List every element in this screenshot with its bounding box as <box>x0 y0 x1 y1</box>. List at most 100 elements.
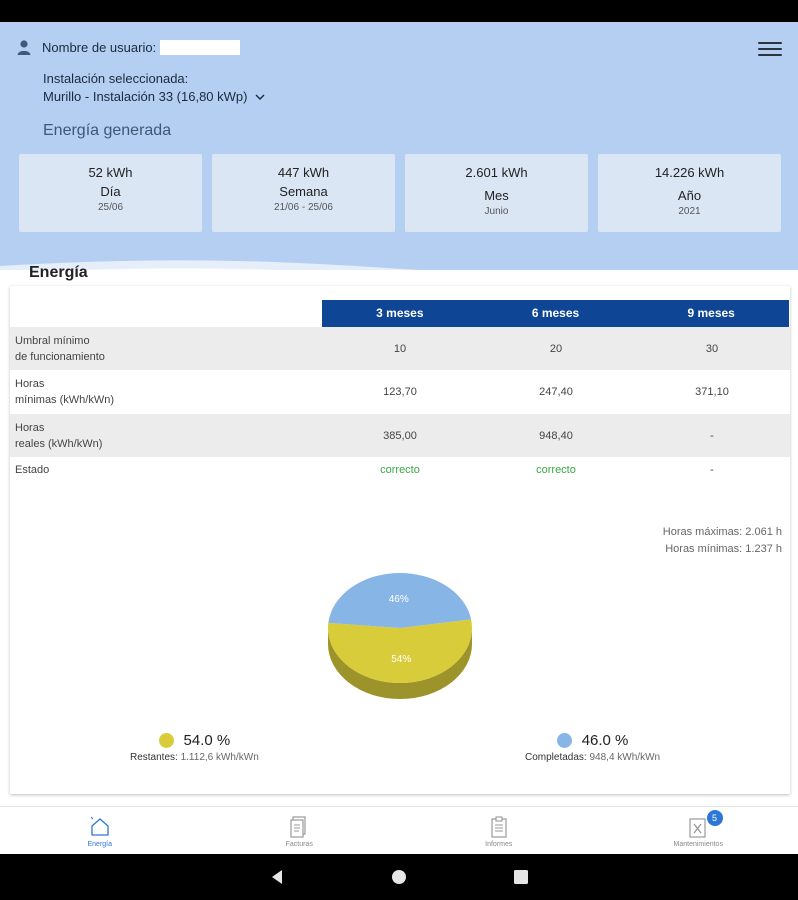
invoice-icon <box>290 816 306 838</box>
user-icon <box>17 40 31 55</box>
card-value: 14.226 kWh <box>654 165 725 180</box>
legend-remaining: 54.0 % Restantes: 1.112,6 kWh/kWn <box>130 732 259 763</box>
header-panel: Nombre de usuario: Instalación seleccion… <box>0 22 798 270</box>
legend-name: Restantes: <box>130 752 178 763</box>
nav-energia[interactable]: Energía <box>0 807 200 854</box>
hours-info: Horas máximas: 2.061 h Horas mínimas: 1.… <box>663 524 782 558</box>
installation-label: Instalación seleccionada: <box>43 71 189 86</box>
legend-pct: 46.0 % <box>581 732 629 749</box>
card-label: Mes <box>484 188 509 203</box>
row-label-line: Horas <box>15 421 45 434</box>
nav-label: Facturas <box>285 841 313 848</box>
table-row: Umbral mínimo de funcionamiento 10 20 30 <box>10 327 790 370</box>
user-name-value <box>160 39 241 55</box>
circle-icon <box>392 870 406 884</box>
pie-slice-restantes <box>328 619 472 684</box>
row-label-line: de funcionamiento <box>15 350 105 363</box>
legend-dot-completed <box>556 733 572 748</box>
legend-value: 948,4 kWh/kWn <box>589 752 661 763</box>
min-hours: Horas mínimas: 1.237 h <box>665 543 782 555</box>
card-label: Año <box>677 188 702 203</box>
legend-desc: Completadas: 948,4 kWh/kWn <box>525 752 660 763</box>
table-cell: 20 <box>549 342 563 355</box>
user-label: Nombre de usuario: <box>42 39 157 55</box>
pie-chart: 54% 46% <box>328 573 472 699</box>
nav-informes[interactable]: Informes <box>399 807 599 854</box>
column-header: 6 meses <box>531 306 580 320</box>
row-label: Estado <box>15 464 50 476</box>
table-cell: 385,00 <box>383 429 417 442</box>
nav-label: Informes <box>485 841 513 848</box>
table-row: Horas reales (kWh/kWn) 385,00 948,40 - <box>10 414 790 457</box>
table-cell: 371,10 <box>695 385 729 398</box>
card-sub: 2021 <box>678 206 701 217</box>
legend-name: Completadas: <box>525 752 587 763</box>
home-icon <box>90 816 109 836</box>
energy-panel: 3 meses 6 meses 9 meses Umbral mínimo de… <box>10 286 790 794</box>
pie-slice-completadas <box>328 573 472 628</box>
row-label: Horas reales (kWh/kWn) <box>10 420 322 452</box>
system-nav-bar <box>0 854 798 900</box>
card-month: 2.601 kWh Mes Junio <box>405 154 588 232</box>
row-label: Umbral mínimo de funcionamiento <box>10 333 322 365</box>
card-value: 52 kWh <box>88 165 133 180</box>
clipboard-icon <box>491 816 507 838</box>
pie-side <box>328 628 472 699</box>
square-icon <box>514 870 528 884</box>
card-day: 52 kWh Día 25/06 <box>19 154 202 232</box>
row-label-line: Horas <box>15 377 45 390</box>
table-cell: - <box>710 429 714 442</box>
status-cell: - <box>710 464 714 476</box>
back-icon <box>272 870 282 884</box>
legend-value: 1.112,6 kWh/kWn <box>180 752 259 763</box>
card-label: Semana <box>279 184 328 199</box>
nav-facturas[interactable]: Facturas <box>200 807 400 854</box>
card-sub: 21/06 - 25/06 <box>274 202 333 213</box>
home-button[interactable] <box>338 869 460 885</box>
user-row: Nombre de usuario: <box>16 38 241 56</box>
table-cell: 247,40 <box>539 385 573 398</box>
table-cell: 948,40 <box>539 429 573 442</box>
hamburger-menu-icon[interactable] <box>758 42 782 60</box>
legend-desc: Restantes: 1.112,6 kWh/kWn <box>130 752 259 763</box>
row-label: Horas mínimas (kWh/kWn) <box>10 376 322 408</box>
energy-cards: 52 kWh Día 25/06 447 kWh Semana 21/06 - … <box>19 154 781 232</box>
row-label-line: reales (kWh/kWn) <box>15 437 103 450</box>
legend-dot-remaining <box>158 733 174 748</box>
table-cell: 30 <box>705 342 719 355</box>
table-row: Estado correcto correcto - <box>10 450 790 490</box>
pie-slice-label: 54% <box>391 654 411 665</box>
nav-mantenimientos[interactable]: Mantenimientos 5 <box>599 807 798 854</box>
card-week: 447 kWh Semana 21/06 - 25/06 <box>212 154 395 232</box>
nav-label: Mantenimientos <box>673 841 723 848</box>
maintenance-icon <box>689 818 706 838</box>
header-wave <box>0 260 420 270</box>
status-cell: correcto <box>536 464 576 476</box>
row-label-line: Umbral mínimo <box>15 334 90 347</box>
back-button[interactable] <box>216 869 338 885</box>
card-year: 14.226 kWh Año 2021 <box>598 154 781 232</box>
pie-slice-label: 46% <box>389 594 409 605</box>
installation-select[interactable]: Murillo - Instalación 33 (16,80 kWp) <box>43 89 265 104</box>
column-header: 9 meses <box>687 306 735 320</box>
notification-badge: 5 <box>706 810 723 826</box>
recents-button[interactable] <box>460 869 582 885</box>
installation-value: Murillo - Instalación 33 (16,80 kWp) <box>43 89 248 104</box>
card-sub: Junio <box>484 206 509 217</box>
row-label-line: mínimas (kWh/kWn) <box>15 393 114 406</box>
card-value: 447 kWh <box>277 165 330 180</box>
table-row: Horas mínimas (kWh/kWn) 123,70 247,40 37… <box>10 370 790 413</box>
legend-completed: 46.0 % Completadas: 948,4 kWh/kWn <box>525 732 660 763</box>
energy-generated-title: Energía generada <box>43 122 172 139</box>
card-label: Día <box>100 184 121 199</box>
table-cell: 10 <box>393 342 407 355</box>
chevron-down-icon <box>255 94 265 100</box>
energy-section-title: Energía <box>29 264 88 281</box>
bottom-nav: Energía Facturas Informes Mantenimientos… <box>0 806 798 854</box>
nav-label: Energía <box>87 841 113 848</box>
status-bar <box>0 0 798 22</box>
max-hours: Horas máximas: 2.061 h <box>662 526 782 538</box>
column-header: 3 meses <box>376 306 424 320</box>
card-value: 2.601 kWh <box>465 165 528 180</box>
legend-pct: 54.0 % <box>183 732 231 749</box>
